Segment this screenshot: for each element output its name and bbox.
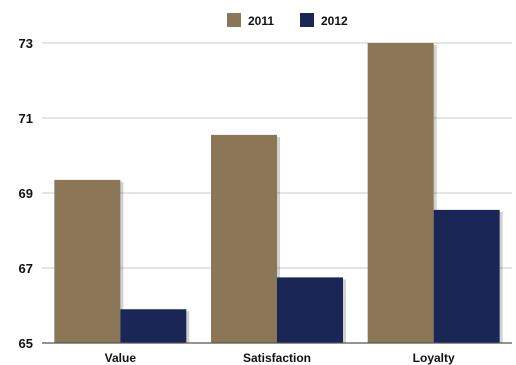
legend-label-2011: 2011 bbox=[248, 14, 274, 28]
y-tick-label: 67 bbox=[19, 261, 33, 276]
category-labels: Value Satisfaction Loyalty bbox=[105, 351, 455, 365]
bars bbox=[54, 43, 503, 343]
bar-2012-satisfaction bbox=[277, 277, 343, 343]
y-tick-label: 69 bbox=[19, 186, 33, 201]
bar-2012-loyalty bbox=[433, 209, 500, 343]
bar-2011-loyalty bbox=[367, 43, 434, 343]
legend-swatch-2012 bbox=[300, 13, 314, 27]
bar-2011-value bbox=[54, 179, 121, 343]
y-tick-label: 65 bbox=[19, 336, 33, 351]
x-category-label: Loyalty bbox=[413, 351, 455, 365]
y-tick-label: 73 bbox=[19, 36, 33, 51]
bar-2011-satisfaction bbox=[211, 134, 277, 343]
legend-swatch-2011 bbox=[227, 13, 241, 27]
y-tick-labels: 65 67 69 71 73 bbox=[19, 36, 33, 351]
x-category-label: Value bbox=[105, 351, 137, 365]
y-tick-label: 71 bbox=[19, 111, 33, 126]
x-category-label: Satisfaction bbox=[243, 351, 311, 365]
bar-2012-value bbox=[120, 309, 187, 343]
legend-label-2012: 2012 bbox=[321, 14, 348, 28]
legend: 2011 2012 bbox=[227, 13, 348, 28]
